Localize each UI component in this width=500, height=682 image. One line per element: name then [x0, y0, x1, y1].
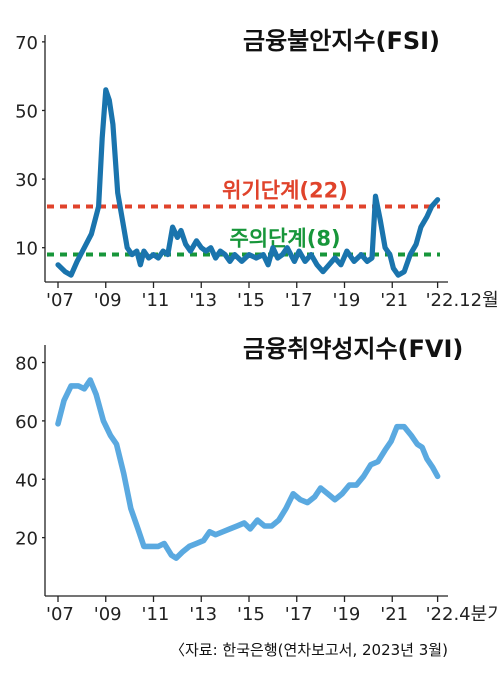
fvi-x-tick-label: '19 [333, 604, 361, 625]
fsi-y-tick-label: 30 [15, 170, 38, 191]
fvi-series-line [55, 377, 441, 561]
fvi-x-tick-label: '22.4분기 [426, 604, 500, 625]
fvi-x-ticks: '07 '09 '11 '13 '15 '17 '19 '21 '22.4분기 [46, 596, 500, 625]
fvi-y-tick-label: 40 [15, 470, 38, 491]
fsi-y-tick-label: 70 [15, 33, 38, 54]
fsi-x-tick-label: '15 [237, 290, 265, 311]
fsi-series-line [55, 87, 441, 278]
source-note: 〈자료: 한국은행(연차보고서, 2023년 3월) [170, 641, 448, 659]
fvi-x-tick-label: '09 [94, 604, 122, 625]
fsi-x-tick-label: '19 [333, 290, 361, 311]
fvi-y-tick-label: 80 [15, 354, 38, 375]
fsi-x-tick-label: '09 [94, 290, 122, 311]
fsi-y-tick-label: 10 [15, 239, 38, 260]
fsi-series [55, 87, 441, 278]
fsi-x-tick-label: '21 [380, 290, 408, 311]
fvi-x-tick-label: '07 [46, 604, 74, 625]
fsi-x-tick-label: '07 [46, 290, 74, 311]
fvi-x-tick-label: '15 [237, 604, 265, 625]
fvi-panel: 금융취약성지수(FVI) 20 40 60 80 '07 '09 '11 '13 '15 '17… [15, 335, 500, 625]
fsi-x-tick-label: '22.12월 [426, 290, 499, 311]
fvi-x-tick-label: '13 [189, 604, 217, 625]
fsi-reference-label: 위기단계(22) [222, 179, 348, 203]
fsi-x-ticks: '07 '09 '11 '13 '15 '17 '19 '21 '22.12월 [46, 282, 499, 311]
fvi-series [55, 377, 441, 561]
fsi-y-tick-label: 50 [15, 101, 38, 122]
fvi-x-tick-label: '17 [285, 604, 313, 625]
fsi-x-tick-label: '13 [189, 290, 217, 311]
fsi-chart-title: 금융불안지수(FSI) [243, 27, 440, 55]
fvi-y-tick-label: 20 [15, 529, 38, 550]
fvi-y-ticks: 20 40 60 80 [15, 354, 45, 550]
fsi-x-tick-label: '17 [285, 290, 313, 311]
fsi-y-ticks: 10 30 50 70 [15, 33, 45, 260]
fvi-x-tick-label: '11 [142, 604, 170, 625]
fvi-chart-title: 금융취약성지수(FVI) [243, 335, 463, 363]
fsi-x-tick-label: '11 [142, 290, 170, 311]
fvi-x-tick-label: '21 [380, 604, 408, 625]
fvi-y-tick-label: 60 [15, 412, 38, 433]
